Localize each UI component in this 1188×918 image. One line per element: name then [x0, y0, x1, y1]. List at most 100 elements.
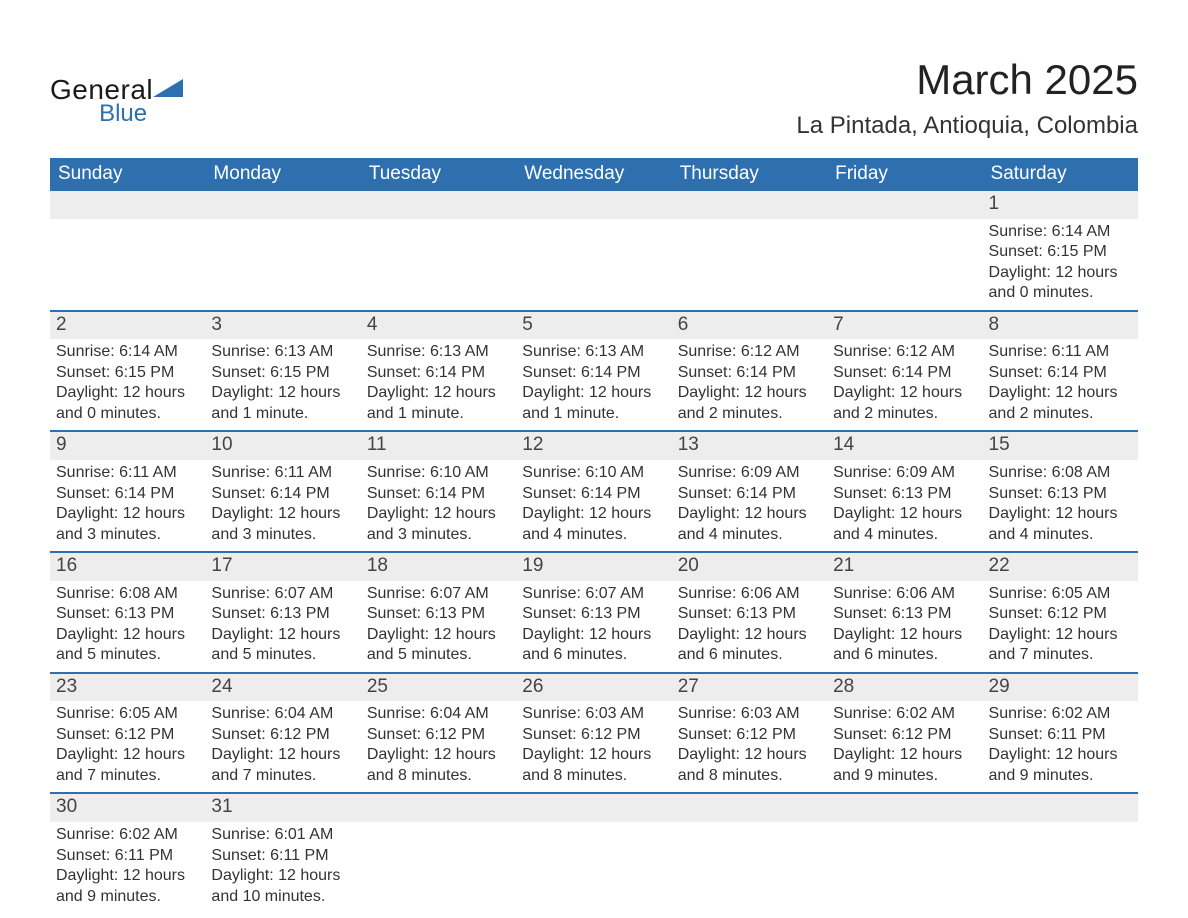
sunrise-text: Sunrise: 6:07 AM [367, 584, 510, 604]
sunrise-text: Sunrise: 6:10 AM [367, 463, 510, 483]
calendar-cell: 28Sunrise: 6:02 AMSunset: 6:12 PMDayligh… [827, 673, 982, 794]
sunrise-text: Sunrise: 6:02 AM [989, 704, 1132, 724]
day-body [827, 822, 982, 831]
calendar-cell: 31Sunrise: 6:01 AMSunset: 6:11 PMDayligh… [205, 793, 360, 913]
daylight-text: Daylight: 12 hours and 9 minutes. [56, 866, 199, 907]
day-body [672, 219, 827, 301]
day-number: 9 [50, 432, 205, 460]
brand-bottom: Blue [99, 102, 147, 126]
day-body: Sunrise: 6:09 AMSunset: 6:13 PMDaylight:… [827, 460, 982, 551]
calendar-cell [361, 191, 516, 311]
daylight-text: Daylight: 12 hours and 6 minutes. [522, 625, 665, 666]
day-body: Sunrise: 6:14 AMSunset: 6:15 PMDaylight:… [50, 339, 205, 430]
day-body: Sunrise: 6:05 AMSunset: 6:12 PMDaylight:… [50, 701, 205, 792]
calendar-cell: 19Sunrise: 6:07 AMSunset: 6:13 PMDayligh… [516, 552, 671, 673]
day-body [50, 219, 205, 301]
calendar-week: 1Sunrise: 6:14 AMSunset: 6:15 PMDaylight… [50, 191, 1138, 311]
day-body: Sunrise: 6:08 AMSunset: 6:13 PMDaylight:… [983, 460, 1138, 551]
sunset-text: Sunset: 6:14 PM [833, 363, 976, 383]
day-body: Sunrise: 6:06 AMSunset: 6:13 PMDaylight:… [827, 581, 982, 672]
sunset-text: Sunset: 6:13 PM [678, 604, 821, 624]
calendar-cell [516, 793, 671, 913]
sunset-text: Sunset: 6:14 PM [678, 484, 821, 504]
day-body [361, 822, 516, 831]
day-number: 3 [205, 312, 360, 340]
calendar-cell: 7Sunrise: 6:12 AMSunset: 6:14 PMDaylight… [827, 311, 982, 432]
day-number: 4 [361, 312, 516, 340]
day-body: Sunrise: 6:02 AMSunset: 6:11 PMDaylight:… [50, 822, 205, 913]
day-number [672, 191, 827, 219]
sunrise-text: Sunrise: 6:07 AM [211, 584, 354, 604]
calendar-cell: 27Sunrise: 6:03 AMSunset: 6:12 PMDayligh… [672, 673, 827, 794]
day-number: 30 [50, 794, 205, 822]
day-number [361, 191, 516, 219]
daylight-text: Daylight: 12 hours and 3 minutes. [211, 504, 354, 545]
day-body: Sunrise: 6:05 AMSunset: 6:12 PMDaylight:… [983, 581, 1138, 672]
calendar-cell: 24Sunrise: 6:04 AMSunset: 6:12 PMDayligh… [205, 673, 360, 794]
sunrise-text: Sunrise: 6:09 AM [678, 463, 821, 483]
day-body: Sunrise: 6:13 AMSunset: 6:14 PMDaylight:… [361, 339, 516, 430]
sunset-text: Sunset: 6:14 PM [678, 363, 821, 383]
day-body: Sunrise: 6:04 AMSunset: 6:12 PMDaylight:… [361, 701, 516, 792]
page-header: General Blue March 2025 La Pintada, Anti… [50, 56, 1138, 140]
day-body: Sunrise: 6:10 AMSunset: 6:14 PMDaylight:… [361, 460, 516, 551]
day-number: 5 [516, 312, 671, 340]
sunrise-text: Sunrise: 6:08 AM [989, 463, 1132, 483]
sunrise-text: Sunrise: 6:11 AM [56, 463, 199, 483]
calendar-cell: 13Sunrise: 6:09 AMSunset: 6:14 PMDayligh… [672, 431, 827, 552]
daylight-text: Daylight: 12 hours and 2 minutes. [678, 383, 821, 424]
calendar-week: 16Sunrise: 6:08 AMSunset: 6:13 PMDayligh… [50, 552, 1138, 673]
sunset-text: Sunset: 6:12 PM [211, 725, 354, 745]
calendar-cell [672, 191, 827, 311]
day-body [205, 219, 360, 301]
calendar-cell [827, 793, 982, 913]
daylight-text: Daylight: 12 hours and 8 minutes. [367, 745, 510, 786]
sunrise-text: Sunrise: 6:02 AM [833, 704, 976, 724]
day-number: 14 [827, 432, 982, 460]
sunrise-text: Sunrise: 6:13 AM [211, 342, 354, 362]
calendar-week: 2Sunrise: 6:14 AMSunset: 6:15 PMDaylight… [50, 311, 1138, 432]
day-body [827, 219, 982, 301]
daylight-text: Daylight: 12 hours and 4 minutes. [989, 504, 1132, 545]
day-body: Sunrise: 6:01 AMSunset: 6:11 PMDaylight:… [205, 822, 360, 913]
title-block: March 2025 La Pintada, Antioquia, Colomb… [796, 56, 1138, 140]
calendar-cell: 9Sunrise: 6:11 AMSunset: 6:14 PMDaylight… [50, 431, 205, 552]
day-body: Sunrise: 6:11 AMSunset: 6:14 PMDaylight:… [205, 460, 360, 551]
day-body: Sunrise: 6:07 AMSunset: 6:13 PMDaylight:… [516, 581, 671, 672]
calendar-body: 1 Sunrise: 6:14 AMSunset: 6:15 PMDaylight… [50, 191, 1138, 913]
day-number: 26 [516, 674, 671, 702]
daylight-text: Daylight: 12 hours and 7 minutes. [56, 745, 199, 786]
daylight-text: Daylight: 12 hours and 7 minutes. [211, 745, 354, 786]
day-number: 1 [983, 191, 1138, 219]
weekday-header: Monday [205, 158, 360, 191]
daylight-text: Daylight: 12 hours and 1 minute. [367, 383, 510, 424]
sunrise-text: Sunrise: 6:06 AM [678, 584, 821, 604]
sunrise-text: Sunrise: 6:01 AM [211, 825, 354, 845]
calendar-cell [205, 191, 360, 311]
day-number: 20 [672, 553, 827, 581]
sunset-text: Sunset: 6:14 PM [211, 484, 354, 504]
day-number: 15 [983, 432, 1138, 460]
day-number: 7 [827, 312, 982, 340]
daylight-text: Daylight: 12 hours and 4 minutes. [522, 504, 665, 545]
day-body: Sunrise: 6:13 AMSunset: 6:15 PMDaylight:… [205, 339, 360, 430]
calendar-cell [50, 191, 205, 311]
daylight-text: Daylight: 12 hours and 6 minutes. [678, 625, 821, 666]
day-number: 12 [516, 432, 671, 460]
weekday-header: Wednesday [516, 158, 671, 191]
calendar-cell: 3Sunrise: 6:13 AMSunset: 6:15 PMDaylight… [205, 311, 360, 432]
daylight-text: Daylight: 12 hours and 2 minutes. [989, 383, 1132, 424]
day-number: 16 [50, 553, 205, 581]
daylight-text: Daylight: 12 hours and 1 minute. [522, 383, 665, 424]
calendar-cell: 16Sunrise: 6:08 AMSunset: 6:13 PMDayligh… [50, 552, 205, 673]
daylight-text: Daylight: 12 hours and 2 minutes. [833, 383, 976, 424]
day-body: Sunrise: 6:02 AMSunset: 6:12 PMDaylight:… [827, 701, 982, 792]
daylight-text: Daylight: 12 hours and 3 minutes. [56, 504, 199, 545]
sunset-text: Sunset: 6:12 PM [522, 725, 665, 745]
sunrise-text: Sunrise: 6:07 AM [522, 584, 665, 604]
calendar-cell [361, 793, 516, 913]
calendar-cell: 2Sunrise: 6:14 AMSunset: 6:15 PMDaylight… [50, 311, 205, 432]
calendar-cell: 26Sunrise: 6:03 AMSunset: 6:12 PMDayligh… [516, 673, 671, 794]
sunset-text: Sunset: 6:12 PM [56, 725, 199, 745]
day-body [361, 219, 516, 301]
